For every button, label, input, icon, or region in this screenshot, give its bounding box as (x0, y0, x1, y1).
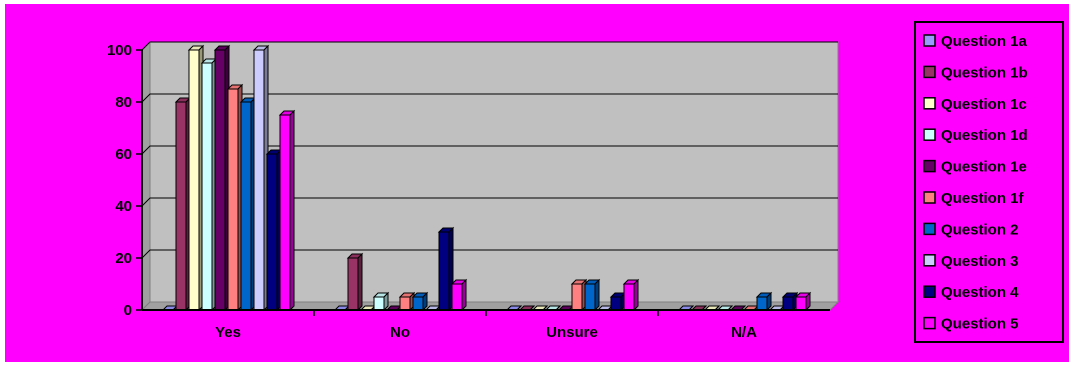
legend-entry: Question 2 (941, 221, 1019, 238)
plot-side-wall (141, 40, 151, 312)
legend-swatch (923, 254, 936, 267)
bar (187, 44, 205, 312)
bar (583, 278, 601, 312)
legend-swatch (923, 34, 936, 47)
x-category-label: Unsure (546, 324, 598, 341)
bar (609, 291, 627, 312)
y-tick-label: 0 (124, 302, 132, 319)
legend-entry: Question 4 (941, 284, 1019, 301)
legend-entry: Question 1e (941, 159, 1027, 176)
legend-swatch (923, 128, 936, 141)
legend-entry: Question 1a (941, 33, 1028, 50)
bar (450, 278, 468, 312)
x-category-label: N/A (731, 324, 757, 341)
legend-swatch (923, 159, 936, 173)
legend-entry: Question 5 (941, 316, 1019, 333)
bar (213, 44, 231, 312)
bar (372, 291, 390, 312)
gridline (141, 41, 838, 51)
legend-swatch (923, 65, 936, 79)
bar (346, 252, 364, 312)
bar (278, 109, 296, 312)
legend-swatch (923, 191, 936, 204)
bar (622, 278, 640, 312)
gridline (141, 249, 838, 259)
bar (252, 44, 270, 312)
legend-swatch (923, 97, 936, 110)
x-axis-categories: Yes No Unsure N/A (215, 310, 757, 341)
legend-entry: Question 1b (941, 64, 1028, 81)
legend-entry: Question 1d (941, 127, 1028, 144)
y-tick-label: 60 (115, 146, 132, 163)
legend: Question 1a Question 1b Question 1c Questio… (914, 21, 1064, 343)
y-axis-ticks: 0 20 40 60 80 100 (107, 42, 142, 319)
legend-entry: Question 1f (941, 190, 1025, 207)
legend-box (914, 21, 1064, 343)
bar (239, 96, 257, 312)
bar (437, 226, 455, 312)
chart: 0 20 40 60 80 100 Yes No Unsure N/A Question 1a Q… (5, 4, 1069, 362)
bar (265, 148, 283, 312)
y-tick-label: 80 (115, 94, 132, 111)
y-tick-label: 40 (115, 198, 132, 215)
legend-swatch (923, 285, 936, 298)
gridline (141, 197, 838, 207)
legend-swatch (923, 316, 936, 330)
gridline (141, 145, 838, 155)
bar (755, 291, 773, 312)
y-tick-label: 100 (107, 42, 132, 59)
bar (200, 57, 218, 312)
bar (398, 291, 416, 312)
bar (174, 96, 192, 312)
bar (794, 291, 812, 312)
bar (781, 291, 799, 312)
gridlines (141, 41, 838, 259)
bar (226, 83, 244, 312)
x-category-label: Yes (215, 324, 241, 341)
bar (411, 291, 429, 312)
gridline (141, 93, 838, 103)
legend-entry: Question 1c (941, 96, 1027, 113)
legend-swatch (923, 222, 936, 236)
x-category-label: No (390, 324, 410, 341)
legend-entry: Question 3 (941, 253, 1019, 270)
y-tick-label: 20 (115, 250, 132, 267)
